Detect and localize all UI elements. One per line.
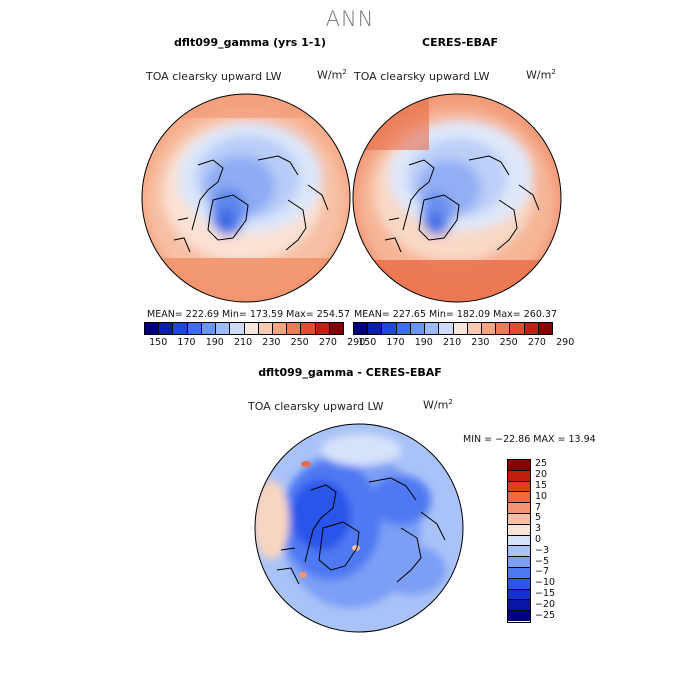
colorbar-swatch <box>439 323 454 334</box>
colorbar-tick-label: 290 <box>556 337 575 348</box>
colorbar-swatch <box>410 323 426 334</box>
polar-map-model <box>141 93 351 303</box>
colorbar-tick-label: −10 <box>535 577 556 589</box>
colorbar-tick-label: −7 <box>535 566 550 578</box>
colorbar-swatch <box>173 323 188 334</box>
colorbar-tick-label: 170 <box>386 337 405 348</box>
colorbar-swatch <box>481 323 497 334</box>
variable-label-obs: TOA clearsky upward LW <box>354 70 490 83</box>
colorbar-tick-label: −25 <box>535 609 556 621</box>
colorbar-swatch <box>508 513 530 525</box>
colorbar-tick-label: 10 <box>535 490 548 502</box>
colorbar-swatch <box>425 323 440 334</box>
diff-title: dflt099_gamma - CERES-EBAF <box>258 366 442 379</box>
colorbar-swatch <box>508 460 530 471</box>
colorbar-swatch <box>510 323 525 334</box>
colorbar-swatch <box>159 323 174 334</box>
colorbar-tick-label: 3 <box>535 523 542 535</box>
colorbar-swatch <box>508 524 530 536</box>
colorbar-tick-label: 190 <box>205 337 224 348</box>
colorbar-swatch <box>538 323 553 334</box>
colorbar-tick-label: 7 <box>535 501 542 513</box>
colorbar-ticks-model: 150 170 190 210 230 250 270 290 <box>144 337 365 349</box>
stats-obs: MEAN= 227.65 Min= 182.09 Max= 260.37 <box>354 309 558 320</box>
colorbar-swatch <box>508 600 530 612</box>
colorbar-model <box>144 322 344 335</box>
colorbar-tick-label: 230 <box>471 337 490 348</box>
colorbar-swatch <box>508 546 530 558</box>
colorbar-tick-label: 5 <box>535 512 542 524</box>
colorbar-swatch <box>287 323 302 334</box>
colorbar-tick-label: 150 <box>149 337 168 348</box>
stats-diff: MIN = −22.86 MAX = 13.94 <box>463 434 596 445</box>
units-label-model: W/m2 <box>317 68 347 82</box>
colorbar-tick-label: 20 <box>535 469 548 481</box>
colorbar-tick-label: −3 <box>535 544 550 556</box>
colorbar-ticks-diff: 25 20 15 10 7 5 3 0 −3 −5 −7 −10 −15 −20 −25 <box>535 458 575 621</box>
colorbar-swatch <box>508 492 530 504</box>
colorbar-tick-label: 170 <box>177 337 196 348</box>
panel-title-model: dflt099_gamma (yrs 1-1) <box>173 36 327 49</box>
colorbar-swatch <box>382 323 397 334</box>
colorbar-swatch <box>368 323 383 334</box>
colorbar-tick-label: −20 <box>535 598 556 610</box>
colorbar-tick-label: 290 <box>347 337 366 348</box>
colorbar-tick-label: 250 <box>290 337 309 348</box>
colorbar-swatch <box>396 323 411 334</box>
colorbar-tick-label: 210 <box>443 337 462 348</box>
colorbar-tick-label: −15 <box>535 588 556 599</box>
colorbar-tick-label: 15 <box>535 480 548 491</box>
colorbar-swatch <box>272 323 288 334</box>
colorbar-swatch <box>524 323 539 334</box>
colorbar-tick-label: 25 <box>535 458 548 470</box>
colorbar-swatch <box>508 611 530 621</box>
panel-title-obs: CERES-EBAF <box>422 36 498 49</box>
colorbar-tick-label: 0 <box>535 534 542 545</box>
colorbar-swatch <box>244 323 259 334</box>
units-label-diff: W/m2 <box>423 398 453 412</box>
variable-label-diff: TOA clearsky upward LW <box>248 400 384 413</box>
variable-label-model: TOA clearsky upward LW <box>146 70 282 83</box>
colorbar-swatch <box>508 503 530 514</box>
colorbar-swatch <box>508 535 530 547</box>
colorbar-swatch <box>496 323 511 334</box>
colorbar-tick-label: 250 <box>499 337 518 348</box>
colorbar-swatch <box>467 323 482 334</box>
colorbar-swatch <box>508 557 530 568</box>
colorbar-tick-label: 270 <box>318 337 337 348</box>
colorbar-swatch <box>216 323 231 334</box>
colorbar-swatch <box>508 481 530 493</box>
colorbar-swatch <box>258 323 273 334</box>
colorbar-swatch <box>329 323 344 334</box>
colorbar-swatch <box>145 323 160 334</box>
colorbar-swatch <box>315 323 330 334</box>
colorbar-tick-label: 150 <box>358 337 377 348</box>
colorbar-tick-label: −5 <box>535 555 550 567</box>
colorbar-swatch <box>453 323 468 334</box>
colorbar-obs <box>353 322 553 335</box>
colorbar-swatch <box>508 589 530 601</box>
colorbar-swatch <box>301 323 316 334</box>
colorbar-swatch <box>354 323 369 334</box>
colorbar-tick-label: 270 <box>527 337 546 348</box>
colorbar-tick-label: 230 <box>262 337 281 348</box>
colorbar-ticks-obs: 150 170 190 210 230 250 270 290 <box>353 337 574 349</box>
colorbar-tick-label: 210 <box>234 337 253 348</box>
polar-map-diff <box>254 423 464 633</box>
colorbar-swatch <box>508 578 530 590</box>
units-label-obs: W/m2 <box>526 68 556 82</box>
stats-model: MEAN= 222.69 Min= 173.59 Max= 254.57 <box>147 309 351 320</box>
colorbar-swatch <box>508 470 530 482</box>
polar-map-obs <box>352 93 562 303</box>
colorbar-swatch <box>230 323 245 334</box>
colorbar-swatch <box>508 567 530 579</box>
colorbar-tick-label: 190 <box>414 337 433 348</box>
colorbar-swatch <box>201 323 217 334</box>
colorbar-diff <box>507 459 531 623</box>
figure-title: ANN <box>325 7 375 31</box>
colorbar-swatch <box>187 323 202 334</box>
